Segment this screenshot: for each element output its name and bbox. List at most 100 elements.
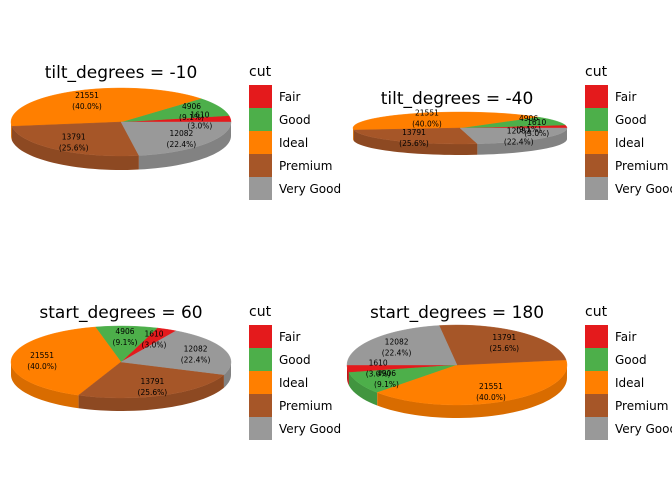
panel-title: start_degrees = 180 xyxy=(370,303,544,323)
slice-label-ideal: 21551 (40.0%) xyxy=(72,91,102,111)
legend-swatch-ideal xyxy=(249,371,272,394)
legend-label-good: Good xyxy=(279,113,311,127)
pie-side-premium xyxy=(78,374,224,411)
pie-side-walls xyxy=(347,365,567,418)
legend: cut Fair Good Ideal Premium Very Good xyxy=(249,64,341,200)
pie-side-good xyxy=(348,372,378,406)
pie-side-very-good xyxy=(477,128,567,155)
legend-swatch-very-good xyxy=(249,177,272,200)
slice-label-very-good: 12082 (22.4%) xyxy=(504,126,534,146)
legend-label-premium: Premium xyxy=(279,399,332,413)
panel-title: start_degrees = 60 xyxy=(39,303,202,323)
slice-label-good: 4906 (9.1%) xyxy=(516,114,541,134)
slice-label-premium: 13791 (25.6%) xyxy=(489,333,519,353)
pie-slice-very-good xyxy=(346,325,458,366)
slice-label-fair: 1610 (3.0%) xyxy=(366,359,391,379)
legend-swatch-premium xyxy=(585,154,608,177)
pie-slice-ideal xyxy=(10,326,122,396)
legend-label-very-good: Very Good xyxy=(615,422,672,436)
legend-swatch-ideal xyxy=(249,131,272,154)
slice-label-very-good: 12082 (22.4%) xyxy=(382,337,412,357)
pie-slice-very-good xyxy=(459,127,568,144)
legend-label-premium: Premium xyxy=(279,159,332,173)
panel-title: tilt_degrees = -10 xyxy=(45,63,198,83)
pie-slice-ideal xyxy=(352,111,538,131)
legend-title: cut xyxy=(249,304,272,320)
pie-side-walls xyxy=(11,122,231,170)
legend-label-good: Good xyxy=(279,353,311,367)
legend-swatch-ideal xyxy=(585,371,608,394)
legend-label-good: Good xyxy=(615,113,647,127)
legend-swatch-fair xyxy=(249,85,272,108)
slice-label-premium: 13791 (25.6%) xyxy=(59,133,89,153)
pie-side-ideal xyxy=(11,362,79,409)
legend-swatch-premium xyxy=(585,394,608,417)
legend: cut Fair Good Ideal Premium Very Good xyxy=(585,64,672,200)
slice-label-premium: 13791 (25.6%) xyxy=(399,128,429,148)
legend-swatch-good xyxy=(249,348,272,371)
legend-swatch-ideal xyxy=(585,131,608,154)
legend: cut Fair Good Ideal Premium Very Good xyxy=(585,304,672,440)
legend-swatch-good xyxy=(585,348,608,371)
legend-label-ideal: Ideal xyxy=(279,136,308,150)
slice-label-ideal: 21551 (40.0%) xyxy=(476,382,506,402)
legend-swatch-very-good xyxy=(249,417,272,440)
pie-slice-premium xyxy=(353,127,478,145)
legend-swatch-fair xyxy=(585,85,608,108)
legend-label-premium: Premium xyxy=(615,399,668,413)
slice-label-ideal: 21551 (40.0%) xyxy=(412,109,442,129)
slice-label-good: 4906 (9.1%) xyxy=(113,327,138,347)
pie-slice-premium xyxy=(438,324,567,366)
slice-label-very-good: 12082 (22.4%) xyxy=(181,344,211,364)
pie-side-ideal xyxy=(353,128,354,142)
pie-side-fair xyxy=(347,365,349,386)
legend: cut Fair Good Ideal Premium Very Good xyxy=(249,304,341,440)
legend-title: cut xyxy=(249,64,272,80)
slice-label-fair: 1610 (3.0%) xyxy=(524,118,549,138)
slice-label-very-good: 12082 (22.4%) xyxy=(167,129,197,149)
legend-swatch-very-good xyxy=(585,177,608,200)
slice-label-ideal: 21551 (40.0%) xyxy=(27,351,57,371)
panel-title: tilt_degrees = -40 xyxy=(381,89,534,109)
legend-swatch-good xyxy=(585,108,608,131)
legend-label-ideal: Ideal xyxy=(279,376,308,390)
slice-label-good: 4906 (9.1%) xyxy=(374,369,399,389)
pie-slice-good xyxy=(459,116,566,129)
pie-slice-premium xyxy=(78,361,225,399)
legend-label-fair: Fair xyxy=(279,90,300,104)
pie-slice-premium xyxy=(11,121,140,157)
legend-swatch-fair xyxy=(585,325,608,348)
pie-panel-4: 1610 (3.0%)4906 (9.1%) 21551 (40.0%) 13791 (25… xyxy=(346,303,672,440)
slice-label-fair: 1610 (3.0%) xyxy=(142,329,167,349)
pie-slice-good xyxy=(94,325,158,363)
legend-swatch-premium xyxy=(249,394,272,417)
legend-label-premium: Premium xyxy=(615,159,668,173)
legend-label-ideal: Ideal xyxy=(615,136,644,150)
legend-label-fair: Fair xyxy=(615,90,636,104)
legend-label-good: Good xyxy=(615,353,647,367)
legend-swatch-premium xyxy=(249,154,272,177)
legend-label-fair: Fair xyxy=(615,330,636,344)
legend-label-fair: Fair xyxy=(279,330,300,344)
pie-panel-2: 1610 (3.0%)4906 (9.1%) 21551 (40.0%)13791 (25… xyxy=(352,64,672,200)
legend-label-very-good: Very Good xyxy=(279,422,341,436)
pie-slice-very-good xyxy=(120,330,232,375)
slice-label-premium: 13791 (25.6%) xyxy=(138,377,168,397)
slice-label-good: 4906 (9.1%) xyxy=(179,102,204,122)
pie-slice-good xyxy=(348,364,458,393)
pie-slice-very-good xyxy=(120,121,232,156)
legend-swatch-very-good xyxy=(585,417,608,440)
pie-slice-ideal xyxy=(10,87,202,127)
pie-side-premium xyxy=(11,126,139,170)
slice-label-fair: 1610 (3.0%) xyxy=(187,111,212,131)
pie-side-walls xyxy=(353,128,567,155)
legend-swatch-good xyxy=(249,108,272,131)
legend-title: cut xyxy=(585,304,608,320)
legend-title: cut xyxy=(585,64,608,80)
pie-panel-1: 1610 (3.0%)4906 (9.1%) 21551 (40.0%) 13791 (25… xyxy=(10,63,341,200)
legend-label-very-good: Very Good xyxy=(615,182,672,196)
legend-label-very-good: Very Good xyxy=(279,182,341,196)
legend-label-ideal: Ideal xyxy=(615,376,644,390)
pie-slice-good xyxy=(120,98,230,123)
